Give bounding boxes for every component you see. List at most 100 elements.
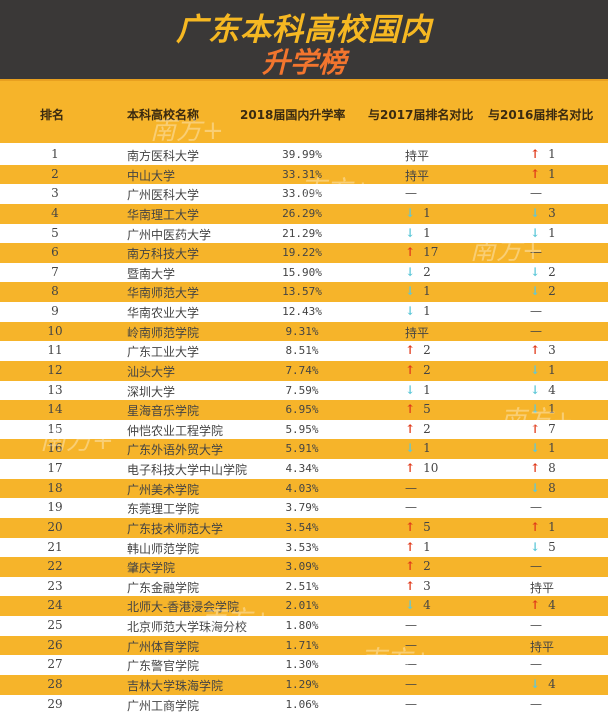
arrow-down-icon: ↓ (530, 205, 541, 220)
rate-cell: 4.03% (285, 481, 319, 495)
change-count: 2 (423, 343, 431, 358)
change-text: — (405, 696, 417, 711)
vs-2016-cell: — (530, 618, 542, 632)
vs-2017-cell: ↑ 2 (405, 559, 431, 573)
arrow-down-icon: ↓ (405, 225, 416, 240)
table-row: 11 广东工业大学 8.51% ↑ 2 ↑ 3 (0, 341, 608, 361)
change-count: 1 (548, 402, 556, 417)
table-row: 10 岭南师范学院 9.31% 持平 — (0, 321, 608, 342)
school-name-cell: 广东金融学院 (127, 580, 200, 595)
change-count: 4 (423, 598, 431, 613)
change-text: — (405, 186, 417, 201)
arrow-down-icon: ↓ (530, 676, 541, 691)
arrow-down-icon: ↓ (530, 382, 541, 397)
rank-cell: 28 (47, 676, 63, 691)
school-name-cell: 吉林大学珠海学院 (127, 678, 224, 693)
school-name-cell: 东莞理工学院 (127, 502, 200, 517)
table-row: 2 中山大学 33.31% 持平 ↑ 1 (0, 164, 608, 185)
arrow-down-icon: ↓ (530, 284, 541, 299)
table-row: 5 广州中医药大学 21.29% ↓ 1 ↓ 1 (0, 223, 608, 244)
arrow-up-icon: ↑ (530, 147, 541, 161)
vs-2017-cell: ↑ 17 (405, 245, 438, 259)
change-count: 2 (423, 264, 431, 279)
change-text: — (530, 186, 542, 201)
rank-cell: 20 (47, 519, 63, 534)
vs-2016-cell: 持平 (530, 638, 554, 655)
rank-cell: 27 (47, 657, 63, 672)
rate-cell: 1.30% (285, 658, 319, 672)
change-count: 2 (548, 284, 556, 299)
vs-2016-cell: ↓ 2 (530, 265, 556, 279)
change-text: — (530, 657, 542, 672)
rate-cell: 21.29% (282, 226, 322, 240)
rank-cell: 2 (51, 166, 59, 181)
rate-cell: 3.54% (285, 520, 319, 534)
arrow-up-icon: ↑ (405, 519, 416, 534)
arrow-down-icon: ↓ (405, 284, 416, 299)
table-row: 4 华南理工大学 26.29% ↓ 1 ↓ 3 (0, 203, 608, 224)
rate-cell: 5.91% (285, 442, 319, 456)
vs-2017-cell: — (405, 657, 417, 671)
rank-cell: 8 (51, 284, 59, 299)
vs-2017-cell: 持平 (405, 167, 429, 184)
table-row: 17 电子科技大学中山学院 4.34% ↑ 10 ↑ 8 (0, 459, 608, 479)
vs-2017-cell: 持平 (405, 324, 429, 341)
table-row: 24 北师大-香港浸会学院 2.01% ↓ 4 ↑ 4 (0, 596, 608, 616)
school-name-cell: 北师大-香港浸会学院 (127, 600, 240, 615)
change-text: — (405, 618, 417, 632)
vs-2016-cell: ↓ 4 (530, 677, 556, 691)
vs-2017-cell: ↓ 2 (405, 265, 431, 279)
school-name-cell: 南方医科大学 (127, 149, 200, 163)
change-count: 3 (548, 343, 556, 358)
vs-2017-cell: ↑ 10 (405, 461, 438, 475)
rate-cell: 1.06% (285, 697, 319, 711)
school-name-cell: 南方科技大学 (127, 247, 200, 262)
change-count: 1 (423, 225, 431, 240)
table-row: 21 韩山师范学院 3.53% ↑ 1 ↓ 5 (0, 537, 608, 558)
arrow-up-icon: ↑ (405, 421, 416, 436)
vs-2016-cell: ↑ 1 (530, 167, 556, 181)
change-text: 持平 (530, 580, 555, 595)
rate-cell: 8.51% (285, 344, 319, 358)
table-row: 15 仲恺农业工程学院 5.95% ↑ 2 ↑ 7 (0, 419, 608, 440)
change-count: 4 (548, 676, 556, 691)
rank-cell: 17 (47, 461, 63, 475)
arrow-up-icon: ↑ (405, 578, 416, 593)
header-rank: 排名 (40, 108, 65, 122)
change-text: — (405, 500, 417, 515)
change-count: 5 (423, 519, 431, 534)
header-name: 本科高校名称 (127, 108, 200, 122)
change-text: 持平 (405, 325, 430, 340)
rate-cell: 1.71% (285, 638, 319, 652)
arrow-up-icon: ↑ (405, 461, 416, 475)
vs-2016-cell: ↑ 1 (530, 147, 556, 161)
rank-cell: 14 (47, 402, 63, 417)
rank-cell: 11 (47, 343, 63, 358)
rate-cell: 19.22% (282, 246, 322, 260)
arrow-down-icon: ↓ (530, 362, 541, 377)
school-name-cell: 汕头大学 (127, 364, 176, 379)
change-count: 4 (548, 382, 556, 397)
vs-2016-cell: — (530, 697, 542, 711)
arrow-down-icon: ↓ (405, 382, 416, 397)
vs-2017-cell: ↑ 2 (405, 343, 431, 357)
school-name-cell: 仲恺农业工程学院 (127, 423, 224, 438)
change-count: 1 (548, 441, 556, 456)
rank-cell: 3 (51, 186, 59, 201)
vs-2017-cell: ↓ 1 (405, 284, 431, 298)
table-row: 25 北京师范大学珠海分校 1.80% — — (0, 616, 608, 636)
vs-2016-cell: ↓ 4 (530, 383, 556, 397)
vs-2016-cell: — (530, 186, 542, 200)
vs-2016-cell: ↑ 1 (530, 520, 556, 534)
rate-cell: 5.95% (285, 422, 319, 436)
vs-2016-cell: — (530, 304, 542, 318)
school-name-cell: 星海音乐学院 (127, 404, 200, 419)
vs-2017-cell: ↓ 4 (405, 598, 431, 612)
vs-2016-cell: — (530, 324, 542, 338)
header-vs-2016: 与2016届排名对比 (488, 108, 594, 122)
vs-2017-cell: ↑ 3 (405, 579, 431, 593)
rank-cell: 24 (47, 598, 63, 613)
school-name-cell: 广东技术师范大学 (127, 521, 224, 536)
rate-cell: 39.99% (282, 148, 322, 161)
school-name-cell: 华南理工大学 (127, 207, 200, 222)
